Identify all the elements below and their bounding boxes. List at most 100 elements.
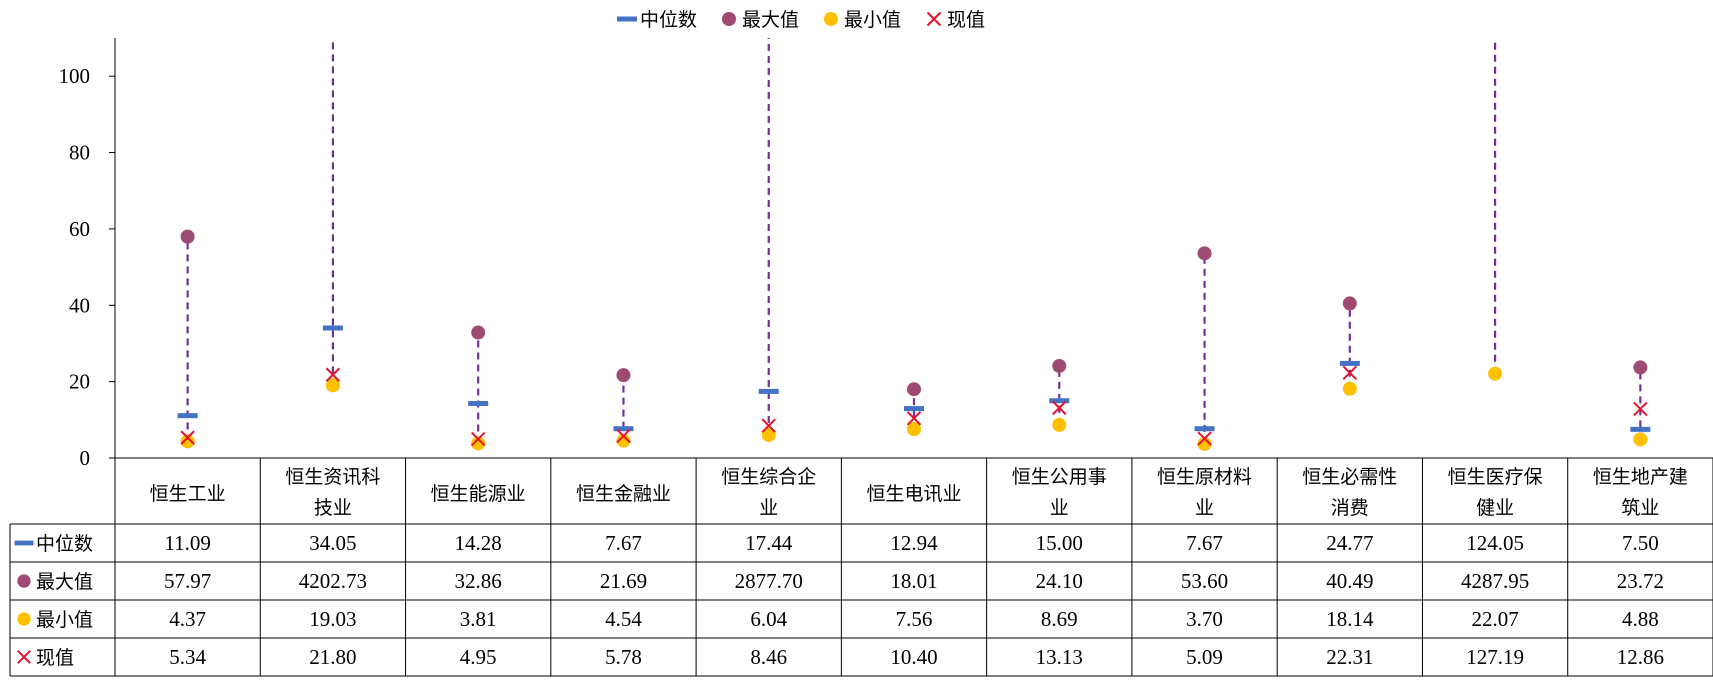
point-s2-3	[616, 433, 631, 448]
table-cell: 15.00	[1036, 531, 1083, 555]
point-s2-4	[761, 427, 776, 442]
point-s3-5-stroke	[906, 411, 922, 426]
row-key-2	[17, 612, 31, 626]
table-cell: 23.72	[1617, 569, 1664, 593]
legend-label-3: 现值	[947, 9, 985, 31]
point-s2-10	[1633, 432, 1648, 447]
table-cell: 14.28	[455, 531, 502, 555]
table-cell: 7.67	[1186, 531, 1223, 555]
table-cell: 4.88	[1622, 607, 1659, 631]
table-cell: 40.49	[1326, 569, 1373, 593]
point-s3-8-stroke	[1342, 365, 1358, 381]
point-s0-2	[468, 400, 489, 406]
category-label: 筑业	[1621, 497, 1659, 519]
legend-marker-3	[926, 11, 942, 27]
row-label: 现值	[36, 647, 74, 669]
point-s1-8	[1342, 296, 1357, 311]
category-label: 健业	[1476, 497, 1514, 519]
point-s0-7	[1194, 426, 1215, 432]
point-s3-1-stroke	[325, 367, 341, 382]
table-cell: 19.03	[309, 607, 356, 631]
point-s2-5	[907, 422, 921, 437]
point-s2-0	[180, 434, 195, 449]
legend-marker-2	[824, 12, 838, 26]
point-s3-6	[1052, 400, 1067, 416]
y-tick-label: 100	[59, 64, 91, 88]
table-cell: 4202.73	[299, 569, 367, 593]
legend: 中位数 最大值 最小值 现值	[617, 9, 985, 31]
table-cell: 127.19	[1466, 645, 1524, 669]
category-label: 技业	[314, 497, 352, 519]
table-cell: 10.40	[890, 645, 937, 669]
category-label: 消费	[1331, 497, 1369, 519]
y-tick-label: 60	[69, 217, 90, 241]
row-key-0	[14, 540, 34, 546]
point-s3-2-stroke	[470, 431, 486, 447]
point-s3-0	[180, 430, 195, 445]
category-label: 恒生金融业	[576, 483, 671, 505]
point-s0-0	[177, 413, 198, 419]
point-s3-7-stroke	[1197, 431, 1212, 446]
point-s1-3	[616, 368, 631, 383]
table-cell: 22.07	[1471, 607, 1518, 631]
point-s3-7	[1197, 431, 1212, 446]
table-cell: 3.70	[1186, 607, 1223, 631]
category-label: 恒生原材料	[1157, 466, 1252, 488]
point-s0-4	[758, 388, 779, 394]
y-tick-label: 80	[69, 141, 90, 165]
table-cell: 4.95	[460, 645, 497, 669]
table-cell: 32.86	[455, 569, 502, 593]
point-s2-1	[325, 378, 340, 393]
table-cell: 7.50	[1622, 531, 1659, 555]
point-s1-10	[1633, 360, 1648, 375]
point-s2-6	[1052, 417, 1067, 432]
point-s3-3-stroke	[616, 428, 631, 444]
legend-label-1: 最大值	[742, 9, 799, 31]
table-cell: 17.44	[745, 531, 793, 555]
table-cell: 57.97	[164, 569, 211, 593]
row-label: 最小值	[36, 609, 93, 631]
legend-label-0: 中位数	[640, 9, 697, 31]
point-s2-7	[1197, 436, 1212, 451]
category-label: 恒生能源业	[431, 483, 526, 505]
y-tick-label: 40	[69, 293, 90, 317]
point-s0-10	[1630, 426, 1651, 432]
point-s3-1	[325, 367, 341, 382]
table-cell: 5.09	[1186, 645, 1223, 669]
legend-marker-0	[617, 16, 637, 22]
table-cell: 18.01	[890, 569, 937, 593]
table-cell: 22.31	[1326, 645, 1373, 669]
point-s1-2	[471, 325, 486, 340]
row-label: 最大值	[36, 571, 93, 593]
category-label: 恒生医疗保	[1448, 466, 1543, 488]
point-s1-7	[1197, 246, 1212, 261]
category-label: 恒生综合企	[721, 466, 816, 488]
point-s3-4	[761, 418, 776, 433]
point-s0-5	[904, 406, 924, 412]
table-cell: 4.54	[605, 607, 642, 631]
row-key-3	[17, 650, 31, 664]
table-cell: 2877.70	[735, 569, 803, 593]
point-s2-2	[471, 436, 486, 451]
table-cell: 4.37	[169, 607, 206, 631]
table-cell: 13.13	[1036, 645, 1083, 669]
point-s3-8	[1342, 365, 1358, 381]
point-s3-0-stroke	[180, 430, 195, 445]
point-s1-5	[907, 382, 921, 397]
y-tick-label: 20	[69, 370, 90, 394]
table-cell: 34.05	[309, 531, 356, 555]
table-cell: 24.10	[1036, 569, 1083, 593]
point-s0-3	[613, 426, 634, 432]
point-s3-3	[616, 428, 631, 444]
point-s1-6	[1052, 358, 1067, 373]
table-cell: 7.67	[605, 531, 642, 555]
category-label: 恒生资讯科	[285, 466, 380, 488]
table-cell: 124.05	[1466, 531, 1524, 555]
table-cell: 8.46	[750, 645, 787, 669]
point-s3-10	[1633, 401, 1648, 417]
table-cell: 8.69	[1041, 607, 1078, 631]
table-cell: 3.81	[460, 607, 497, 631]
table-cell: 18.14	[1326, 607, 1374, 631]
category-label: 业	[759, 497, 778, 519]
table-cell: 11.09	[164, 531, 210, 555]
